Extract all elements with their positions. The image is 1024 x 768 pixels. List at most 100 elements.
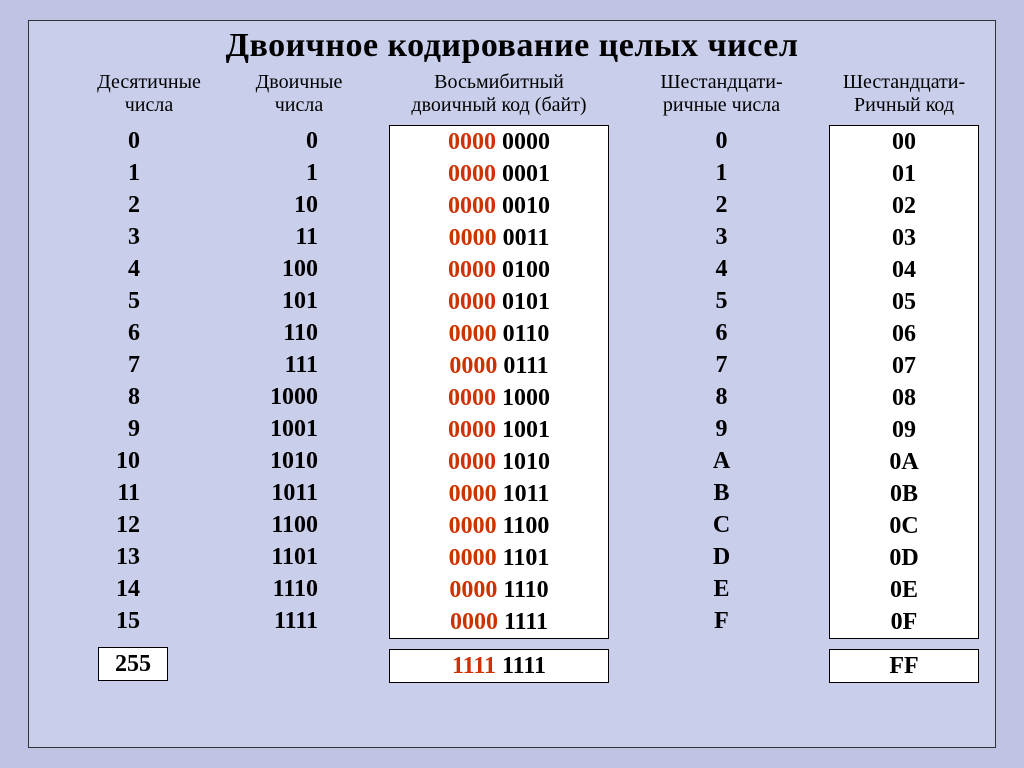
byte-lo: 1010 xyxy=(502,449,550,475)
hex-code-cell: 09 xyxy=(830,414,978,446)
decimal-cell: 1 xyxy=(74,157,224,189)
byte-cell: 0000 1000 xyxy=(390,382,608,414)
byte-lo: 1000 xyxy=(502,385,550,411)
footer-decimal: 255 xyxy=(98,647,168,681)
header-line: двоичный код (байт) xyxy=(411,94,586,116)
col-decimal-rows: 0123456789101112131415 xyxy=(74,125,224,637)
hex-code-cell: 01 xyxy=(830,158,978,190)
binary-cell: 1011 xyxy=(224,477,374,509)
hex-code-cell: 06 xyxy=(830,318,978,350)
decimal-cell: 8 xyxy=(74,381,224,413)
binary-cell: 111 xyxy=(224,349,374,381)
byte-hi: 0000 xyxy=(450,609,498,635)
byte-lo: 1001 xyxy=(502,417,550,443)
header-line: числа xyxy=(275,94,324,116)
hex-digit-cell: C xyxy=(634,509,809,541)
hex-digit-cell: 3 xyxy=(634,221,809,253)
header-line: Шестандцати- xyxy=(843,71,965,93)
col-hex-digit-header: Шестандцати- ричные числа xyxy=(634,71,809,119)
hex-digit-cell: 8 xyxy=(634,381,809,413)
binary-cell: 1100 xyxy=(224,509,374,541)
decimal-cell: 12 xyxy=(74,509,224,541)
header-line: числа xyxy=(125,94,174,116)
byte-lo: 0100 xyxy=(502,257,550,283)
byte-lo: 1011 xyxy=(503,481,550,507)
byte-hi: 0000 xyxy=(449,481,497,507)
byte-hi: 1111 xyxy=(452,653,496,679)
hex-code-cell: 0F xyxy=(830,606,978,638)
hex-digit-cell: D xyxy=(634,541,809,573)
binary-cell: 1 xyxy=(224,157,374,189)
binary-cell: 1101 xyxy=(224,541,374,573)
hex-code-cell: 03 xyxy=(830,222,978,254)
hex-digit-cell: F xyxy=(634,605,809,637)
byte-hi: 0000 xyxy=(448,257,496,283)
col-decimal: Десятичные числа 0123456789101112131415 … xyxy=(74,71,224,681)
col-decimal-header: Десятичные числа xyxy=(74,71,224,119)
byte-cell: 0000 1100 xyxy=(390,510,608,542)
hex-digit-cell: 4 xyxy=(634,253,809,285)
hex-code-cell: 0E xyxy=(830,574,978,606)
byte-hi: 0000 xyxy=(448,417,496,443)
hex-code-cell: 05 xyxy=(830,286,978,318)
col-binary-rows: 0110111001011101111000100110101011110011… xyxy=(224,125,374,637)
binary-cell: 1110 xyxy=(224,573,374,605)
header-line: ричные числа xyxy=(663,94,780,116)
byte-cell: 0000 0000 xyxy=(390,126,608,158)
byte-hi: 0000 xyxy=(448,129,496,155)
byte-hi: 0000 xyxy=(448,385,496,411)
byte-lo: 0010 xyxy=(502,193,550,219)
byte-cell: 0000 0111 xyxy=(390,350,608,382)
col-binary: Двоичные числа 0110111001011101111000100… xyxy=(224,71,374,637)
byte-cell: 0000 0101 xyxy=(390,286,608,318)
byte-hi: 0000 xyxy=(449,577,497,603)
hex-digit-cell: 2 xyxy=(634,189,809,221)
hex-code-cell: 00 xyxy=(830,126,978,158)
byte-lo: 1110 xyxy=(503,577,548,603)
byte-lo: 0110 xyxy=(503,321,550,347)
decimal-cell: 9 xyxy=(74,413,224,445)
byte-lo: 1111 xyxy=(502,653,546,679)
decimal-cell: 7 xyxy=(74,349,224,381)
byte-lo: 0111 xyxy=(503,353,548,379)
hex-code-cell: 0B xyxy=(830,478,978,510)
col-hex-digit-rows: 0123456789ABCDEF xyxy=(634,125,809,637)
byte-cell: 0000 1010 xyxy=(390,446,608,478)
binary-cell: 100 xyxy=(224,253,374,285)
col-hex-digit: Шестандцати- ричные числа 0123456789ABCD… xyxy=(634,71,809,637)
byte-hi: 0000 xyxy=(448,289,496,315)
byte-lo: 0011 xyxy=(503,225,550,251)
byte-cell: 0000 0001 xyxy=(390,158,608,190)
hex-digit-cell: 7 xyxy=(634,349,809,381)
hex-code-cell: 0C xyxy=(830,510,978,542)
hex-digit-cell: E xyxy=(634,573,809,605)
byte-cell: 0000 1111 xyxy=(390,606,608,638)
byte-lo: 0001 xyxy=(502,161,550,187)
byte-hi: 0000 xyxy=(449,225,497,251)
col-byte-header: Восьмибитный двоичный код (байт) xyxy=(389,71,609,119)
byte-hi: 0000 xyxy=(448,193,496,219)
binary-cell: 0 xyxy=(224,125,374,157)
hex-code-cell: 0A xyxy=(830,446,978,478)
col-binary-header: Двоичные числа xyxy=(224,71,374,119)
byte-cell: 0000 0011 xyxy=(390,222,608,254)
byte-lo: 1111 xyxy=(504,609,548,635)
hex-digit-cell: B xyxy=(634,477,809,509)
byte-hi: 0000 xyxy=(448,161,496,187)
decimal-cell: 2 xyxy=(74,189,224,221)
binary-cell: 11 xyxy=(224,221,374,253)
decimal-cell: 10 xyxy=(74,445,224,477)
byte-lo: 1100 xyxy=(503,513,550,539)
binary-cell: 1010 xyxy=(224,445,374,477)
byte-hi: 0000 xyxy=(449,513,497,539)
byte-lo: 0000 xyxy=(502,129,550,155)
header-line: Восьмибитный xyxy=(434,71,564,93)
header-line: Шестандцати- xyxy=(660,71,782,93)
byte-cell: 0000 1101 xyxy=(390,542,608,574)
footer-hex: FF xyxy=(829,649,979,683)
hex-code-cell: 08 xyxy=(830,382,978,414)
footer-byte: 1111 1111 xyxy=(389,649,609,683)
byte-cell: 0000 1001 xyxy=(390,414,608,446)
decimal-cell: 15 xyxy=(74,605,224,637)
byte-lo: 1101 xyxy=(503,545,550,571)
